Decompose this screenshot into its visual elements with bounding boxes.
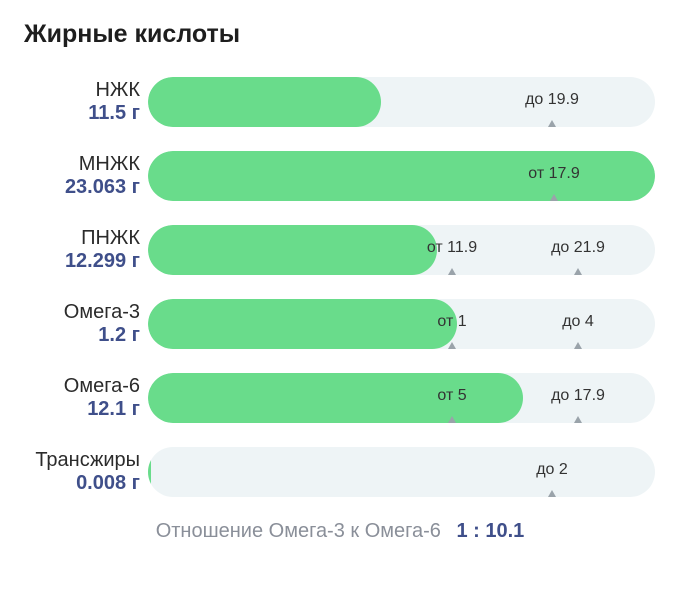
marker-tick-icon [548, 490, 556, 497]
bar-label: Омега-3 [63, 301, 140, 323]
bar-label: НЖК [95, 79, 140, 101]
bar-track: от 5 до 17.9 [148, 373, 655, 423]
bar-label: Трансжиры [35, 449, 140, 471]
ratio-label: Отношение Омега-3 к Омега-6 [155, 520, 441, 542]
marker-tick-icon [574, 268, 582, 275]
max-marker-label: до 21.9 [551, 239, 605, 256]
bar-row-omega3: Омега-3 1.2 г от 1 до 4 [0, 299, 680, 351]
bar-row-mufa: МНЖК 23.063 г от 17.9 [0, 151, 680, 203]
min-marker-label: от 5 [437, 387, 467, 404]
min-marker-label: от 17.9 [528, 165, 580, 182]
bar-amount: 12.299 г [64, 250, 140, 272]
bar-amount: 1.2 г [98, 324, 140, 346]
marker-tick-icon [448, 268, 456, 275]
max-marker-label: до 19.9 [525, 91, 579, 108]
bar-fill [148, 77, 382, 127]
bar-fill [148, 447, 151, 497]
bar-label: МНЖК [78, 153, 140, 175]
bar-track: от 17.9 [148, 151, 655, 201]
bar-track: до 19.9 [148, 77, 655, 127]
bar-fill [148, 225, 437, 275]
bar-row-trans: Трансжиры 0.008 г до 2 [0, 447, 680, 499]
bar-amount: 0.008 г [76, 472, 140, 494]
max-marker-label: до 2 [536, 461, 568, 478]
max-marker-label: до 4 [562, 313, 594, 330]
bar-label: Омега-6 [63, 375, 140, 397]
omega-ratio: Отношение Омега-3 к Омега-6 1 : 10.1 [0, 520, 680, 543]
max-marker-label: до 17.9 [551, 387, 605, 404]
marker-tick-icon [548, 120, 556, 127]
marker-tick-icon [574, 342, 582, 349]
bar-fill [148, 299, 458, 349]
bar-row-pufa: ПНЖК 12.299 г от 11.9 до 21.9 [0, 225, 680, 277]
bar-amount: 23.063 г [64, 176, 140, 198]
min-marker-label: от 1 [437, 313, 467, 330]
marker-tick-icon [448, 342, 456, 349]
bar-label: ПНЖК [81, 227, 140, 249]
bar-amount: 12.1 г [87, 398, 140, 420]
bar-fill [148, 151, 655, 201]
bar-row-omega6: Омега-6 12.1 г от 5 до 17.9 [0, 373, 680, 425]
page-title: Жирные кислоты [24, 20, 241, 48]
bar-fill [148, 373, 524, 423]
marker-tick-icon [574, 416, 582, 423]
bar-track: от 11.9 до 21.9 [148, 225, 655, 275]
bar-row-sfa: НЖК 11.5 г до 19.9 [0, 77, 680, 129]
min-marker-label: от 11.9 [426, 239, 478, 256]
bar-track: до 2 [148, 447, 655, 497]
bar-track: от 1 до 4 [148, 299, 655, 349]
marker-tick-icon [550, 194, 558, 201]
marker-tick-icon [448, 416, 456, 423]
ratio-value: 1 : 10.1 [456, 520, 525, 542]
bar-amount: 11.5 г [88, 102, 140, 124]
